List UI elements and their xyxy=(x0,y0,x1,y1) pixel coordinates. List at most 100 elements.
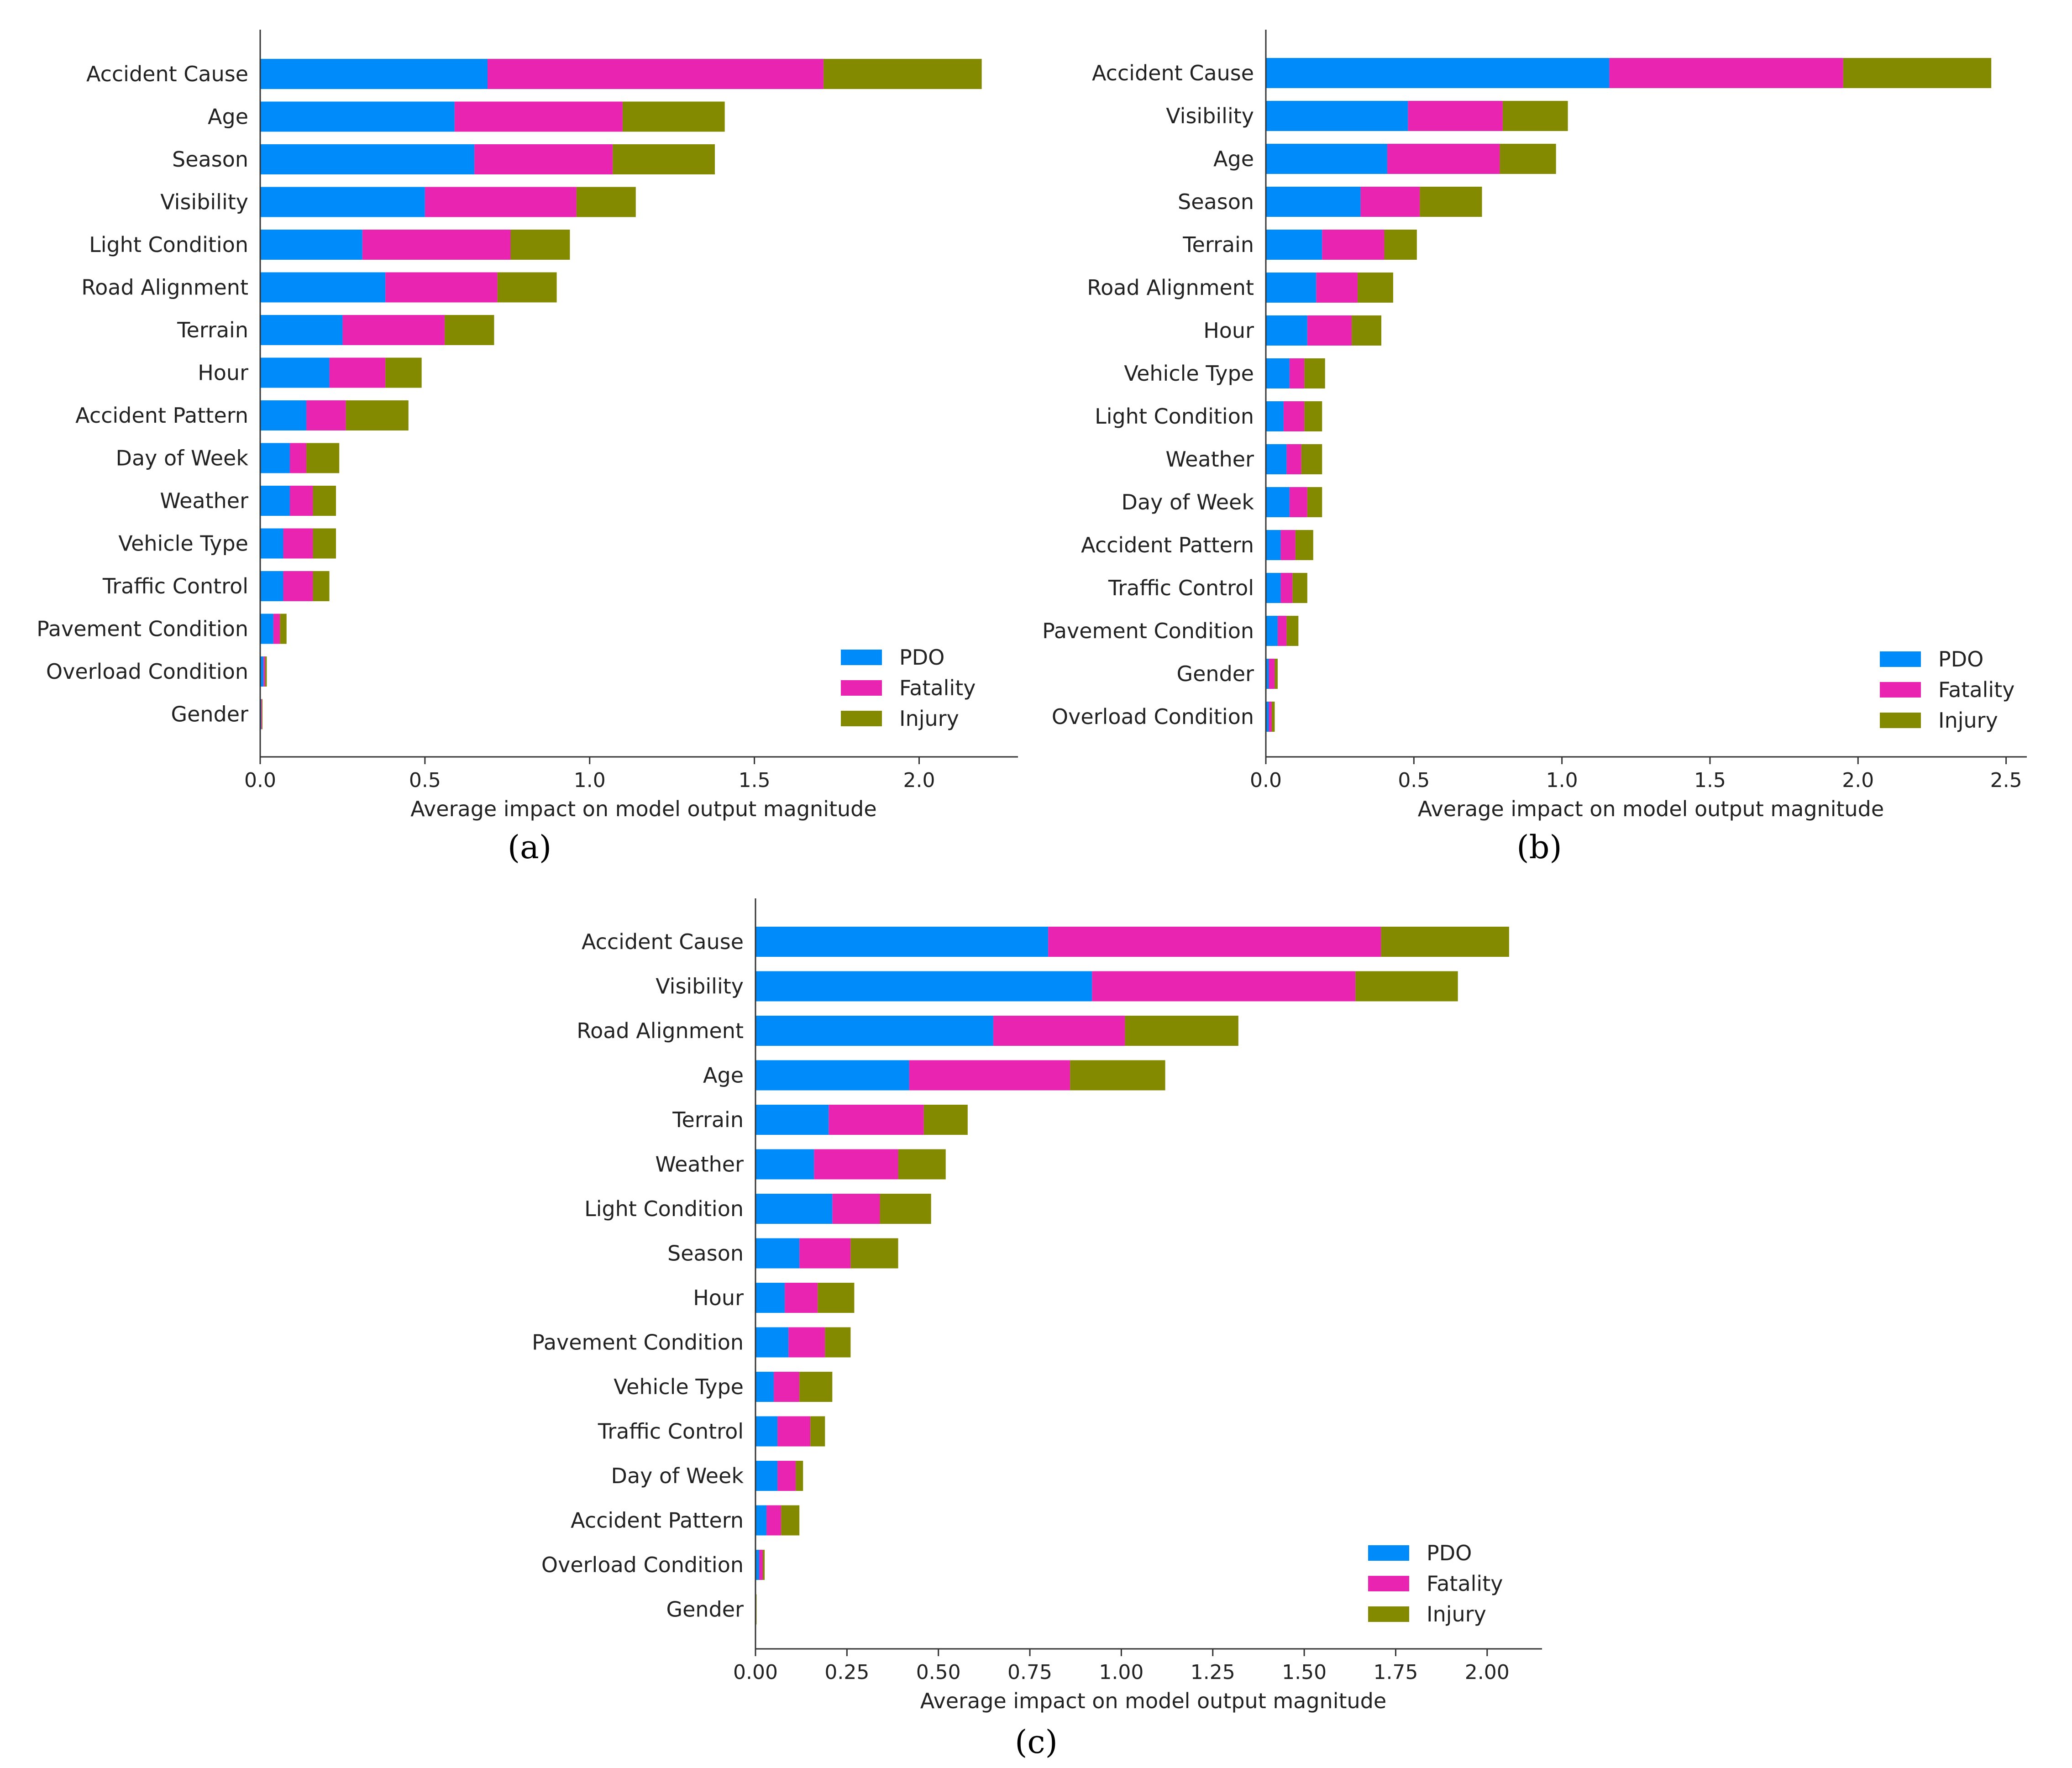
bar-fatality xyxy=(329,357,386,388)
category-label: Weather xyxy=(1165,447,1254,472)
bar-pdo xyxy=(755,1505,767,1536)
bar-injury xyxy=(313,571,330,601)
bar-pdo xyxy=(755,1550,760,1580)
legend-swatch-pdo xyxy=(841,650,882,665)
bar-fatality xyxy=(488,59,824,89)
bar-pdo xyxy=(755,1283,785,1313)
x-tick-label: 0.75 xyxy=(1007,1661,1052,1684)
bar-injury xyxy=(1384,230,1417,260)
bar-fatality xyxy=(909,1060,1070,1091)
bar-pdo xyxy=(1266,230,1322,260)
legend-label-pdo: PDO xyxy=(1938,647,1983,672)
bar-injury xyxy=(880,1194,931,1224)
chart-panel-b: Accident Cause Visibility Age Season Terrain… xyxy=(1042,30,2027,866)
category-label: Vehicle Type xyxy=(614,1375,744,1399)
bar-fatality xyxy=(362,230,511,260)
bar-pdo xyxy=(755,1016,993,1046)
bar-injury xyxy=(850,1238,898,1269)
bar-injury xyxy=(313,486,336,516)
category-label: Visibility xyxy=(656,974,744,999)
category-label: Overload Condition xyxy=(46,659,248,684)
bar-pdo xyxy=(755,1461,778,1491)
bar-injury xyxy=(810,1416,825,1447)
bar-fatality xyxy=(425,187,577,217)
bar-pdo xyxy=(1266,144,1387,174)
bar-injury xyxy=(1358,273,1393,303)
category-label: Vehicle Type xyxy=(1124,361,1254,386)
chart-panel-c: Accident Cause Visibility Road Alignment Ag… xyxy=(532,898,1542,1761)
bar-fatality xyxy=(832,1194,880,1224)
bar-pdo xyxy=(1266,101,1408,131)
bar-fatality xyxy=(1408,101,1503,131)
legend-swatch-fatality xyxy=(1368,1576,1409,1591)
category-label: Day of Week xyxy=(1122,490,1254,514)
bar-fatality xyxy=(774,1372,800,1402)
bar-fatality xyxy=(263,656,265,687)
category-label: Hour xyxy=(693,1285,744,1310)
bar-injury xyxy=(1292,573,1307,603)
legend-label-fatality: Fatality xyxy=(1938,677,2014,702)
x-tick-label: 0.00 xyxy=(733,1661,778,1684)
bar-fatality xyxy=(1048,927,1381,957)
legend-label-fatality: Fatality xyxy=(1427,1571,1503,1596)
bar-pdo xyxy=(1266,616,1278,646)
category-label: Accident Cause xyxy=(1092,61,1254,85)
category-label: Weather xyxy=(655,1152,744,1177)
bar-injury xyxy=(280,614,287,644)
bar-pdo xyxy=(260,614,273,644)
category-label: Gender xyxy=(666,1597,744,1622)
bar-fatality xyxy=(777,1416,811,1447)
category-label: Traffic Control xyxy=(1108,576,1254,600)
bar-fatality xyxy=(1609,58,1843,88)
bar-fatality xyxy=(261,699,262,729)
bar-pdo xyxy=(1266,702,1269,732)
bar-injury xyxy=(576,187,636,217)
bar-fatality xyxy=(474,144,613,174)
bar-fatality xyxy=(273,614,280,644)
bar-fatality xyxy=(777,1461,796,1491)
bar-pdo xyxy=(1266,401,1284,431)
bar-fatality xyxy=(1092,971,1356,1002)
x-tick-label: 1.00 xyxy=(1099,1661,1144,1684)
bar-injury xyxy=(613,144,715,174)
bar-injury xyxy=(385,357,422,388)
bar-fatality xyxy=(1286,444,1301,474)
legend-swatch-fatality xyxy=(841,680,882,696)
bar-fatality xyxy=(1316,273,1358,303)
category-label: Weather xyxy=(160,488,248,513)
x-tick-label: 1.75 xyxy=(1373,1661,1418,1684)
bar-fatality xyxy=(799,1238,851,1269)
bar-fatality xyxy=(759,1550,763,1580)
x-tick-label: 0.25 xyxy=(824,1661,869,1684)
bar-pdo xyxy=(755,1372,774,1402)
x-tick-label: 2.5 xyxy=(1990,769,2022,792)
category-label: Accident Cause xyxy=(86,62,248,86)
category-label: Season xyxy=(1178,189,1254,214)
legend-swatch-injury xyxy=(1368,1606,1409,1622)
category-label: Overload Condition xyxy=(541,1553,744,1577)
bar-fatality xyxy=(342,315,445,345)
bar-injury xyxy=(824,59,982,89)
bar-pdo xyxy=(260,357,330,388)
bar-injury xyxy=(923,1105,968,1135)
bar-pdo xyxy=(1266,573,1281,603)
bar-pdo xyxy=(1266,273,1317,303)
bar-injury xyxy=(799,1372,833,1402)
bar-injury xyxy=(1307,487,1322,517)
bar-fatality xyxy=(814,1149,898,1180)
bar-pdo xyxy=(755,1238,800,1269)
category-label: Season xyxy=(172,147,248,172)
category-label: Light Condition xyxy=(1095,404,1254,429)
category-label: Traffic Control xyxy=(598,1419,744,1444)
bar-injury xyxy=(1502,101,1568,131)
bar-injury xyxy=(1352,315,1381,346)
category-label: Terrain xyxy=(672,1107,744,1132)
bar-fatality xyxy=(289,443,307,473)
bar-injury xyxy=(1125,1016,1238,1046)
bar-injury xyxy=(1843,58,1992,88)
legend-label-pdo: PDO xyxy=(1427,1541,1472,1565)
category-label: Hour xyxy=(1203,318,1254,343)
x-tick-label: 1.25 xyxy=(1191,1661,1235,1684)
bar-injury xyxy=(1304,358,1325,388)
